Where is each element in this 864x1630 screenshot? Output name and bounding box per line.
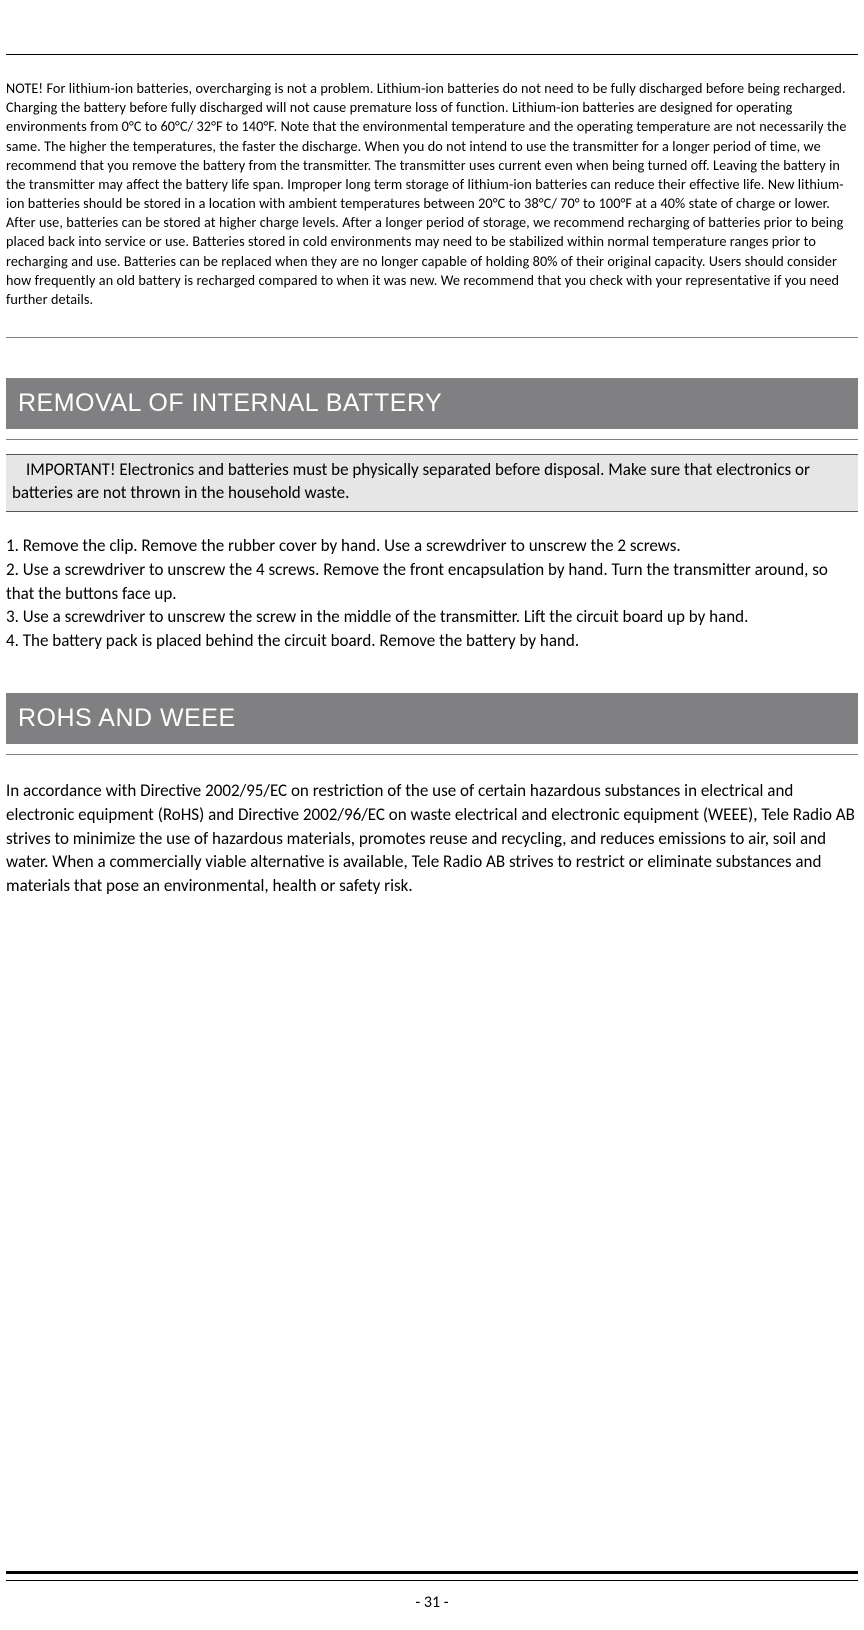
top-rule bbox=[6, 54, 858, 55]
page-number: - 31 - bbox=[0, 1593, 864, 1612]
divider bbox=[6, 337, 858, 338]
footer-rule-thick bbox=[6, 1571, 858, 1574]
footer-rule-thin bbox=[6, 1580, 858, 1581]
heading-rohs-weee: ROHS AND WEEE bbox=[6, 693, 858, 744]
removal-steps: 1. Remove the clip. Remove the rubber co… bbox=[6, 534, 858, 653]
heading-removal-battery: REMOVAL OF INTERNAL BATTERY bbox=[6, 378, 858, 429]
heading-underline bbox=[6, 439, 858, 440]
heading-underline-2 bbox=[6, 754, 858, 755]
important-notice: IMPORTANT! Electronics and batteries mus… bbox=[6, 454, 858, 512]
content-area: NOTE! For lithium-ion batteries, overcha… bbox=[0, 54, 864, 898]
rohs-body: In accordance with Directive 2002/95/EC … bbox=[6, 779, 858, 898]
page: NOTE! For lithium-ion batteries, overcha… bbox=[0, 54, 864, 1630]
note-paragraph: NOTE! For lithium-ion batteries, overcha… bbox=[6, 79, 858, 309]
